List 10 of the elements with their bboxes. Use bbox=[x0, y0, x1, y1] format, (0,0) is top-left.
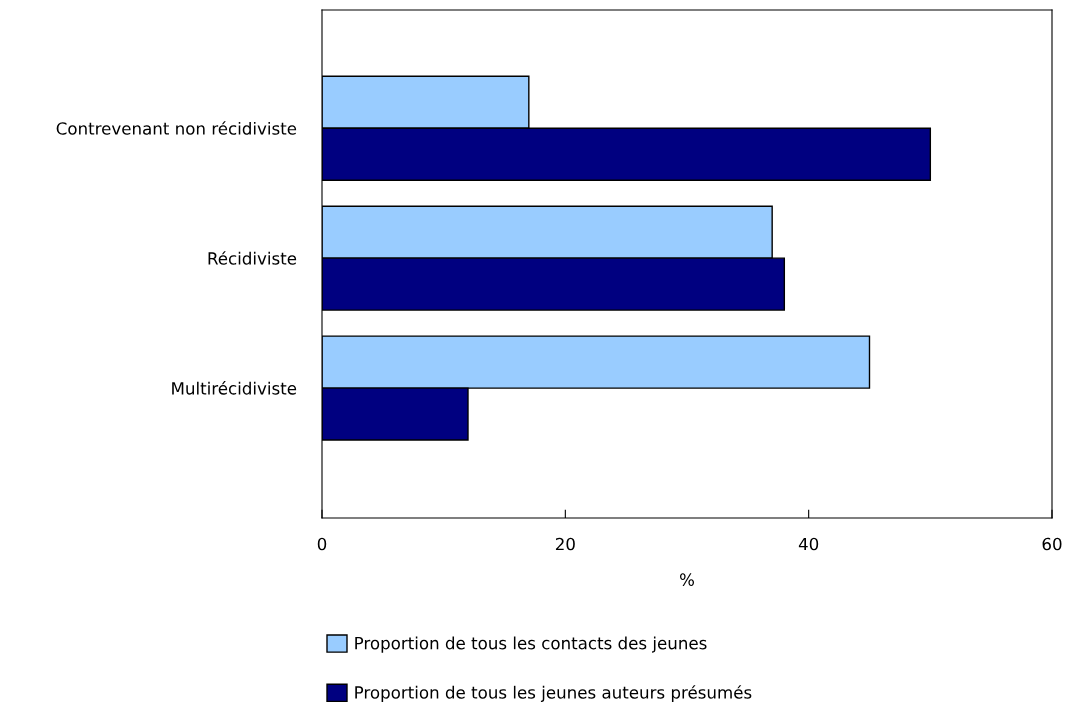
y-tick-label: Contrevenant non récidiviste bbox=[56, 121, 297, 135]
x-tick-label: 60 bbox=[1042, 537, 1062, 551]
y-tick-label: Récidiviste bbox=[208, 251, 297, 265]
legend-label: Proportion de tous les contacts des jeunes bbox=[355, 636, 707, 653]
y-tick-label: Multirécidiviste bbox=[172, 381, 297, 395]
x-axis-title: % bbox=[680, 573, 694, 586]
x-tick-label: 20 bbox=[555, 537, 575, 551]
x-tick-label: 0 bbox=[317, 537, 327, 551]
x-tick-label: 40 bbox=[798, 537, 819, 551]
legend-label: Proportion de tous les jeunes auteurs présumés bbox=[355, 685, 752, 702]
